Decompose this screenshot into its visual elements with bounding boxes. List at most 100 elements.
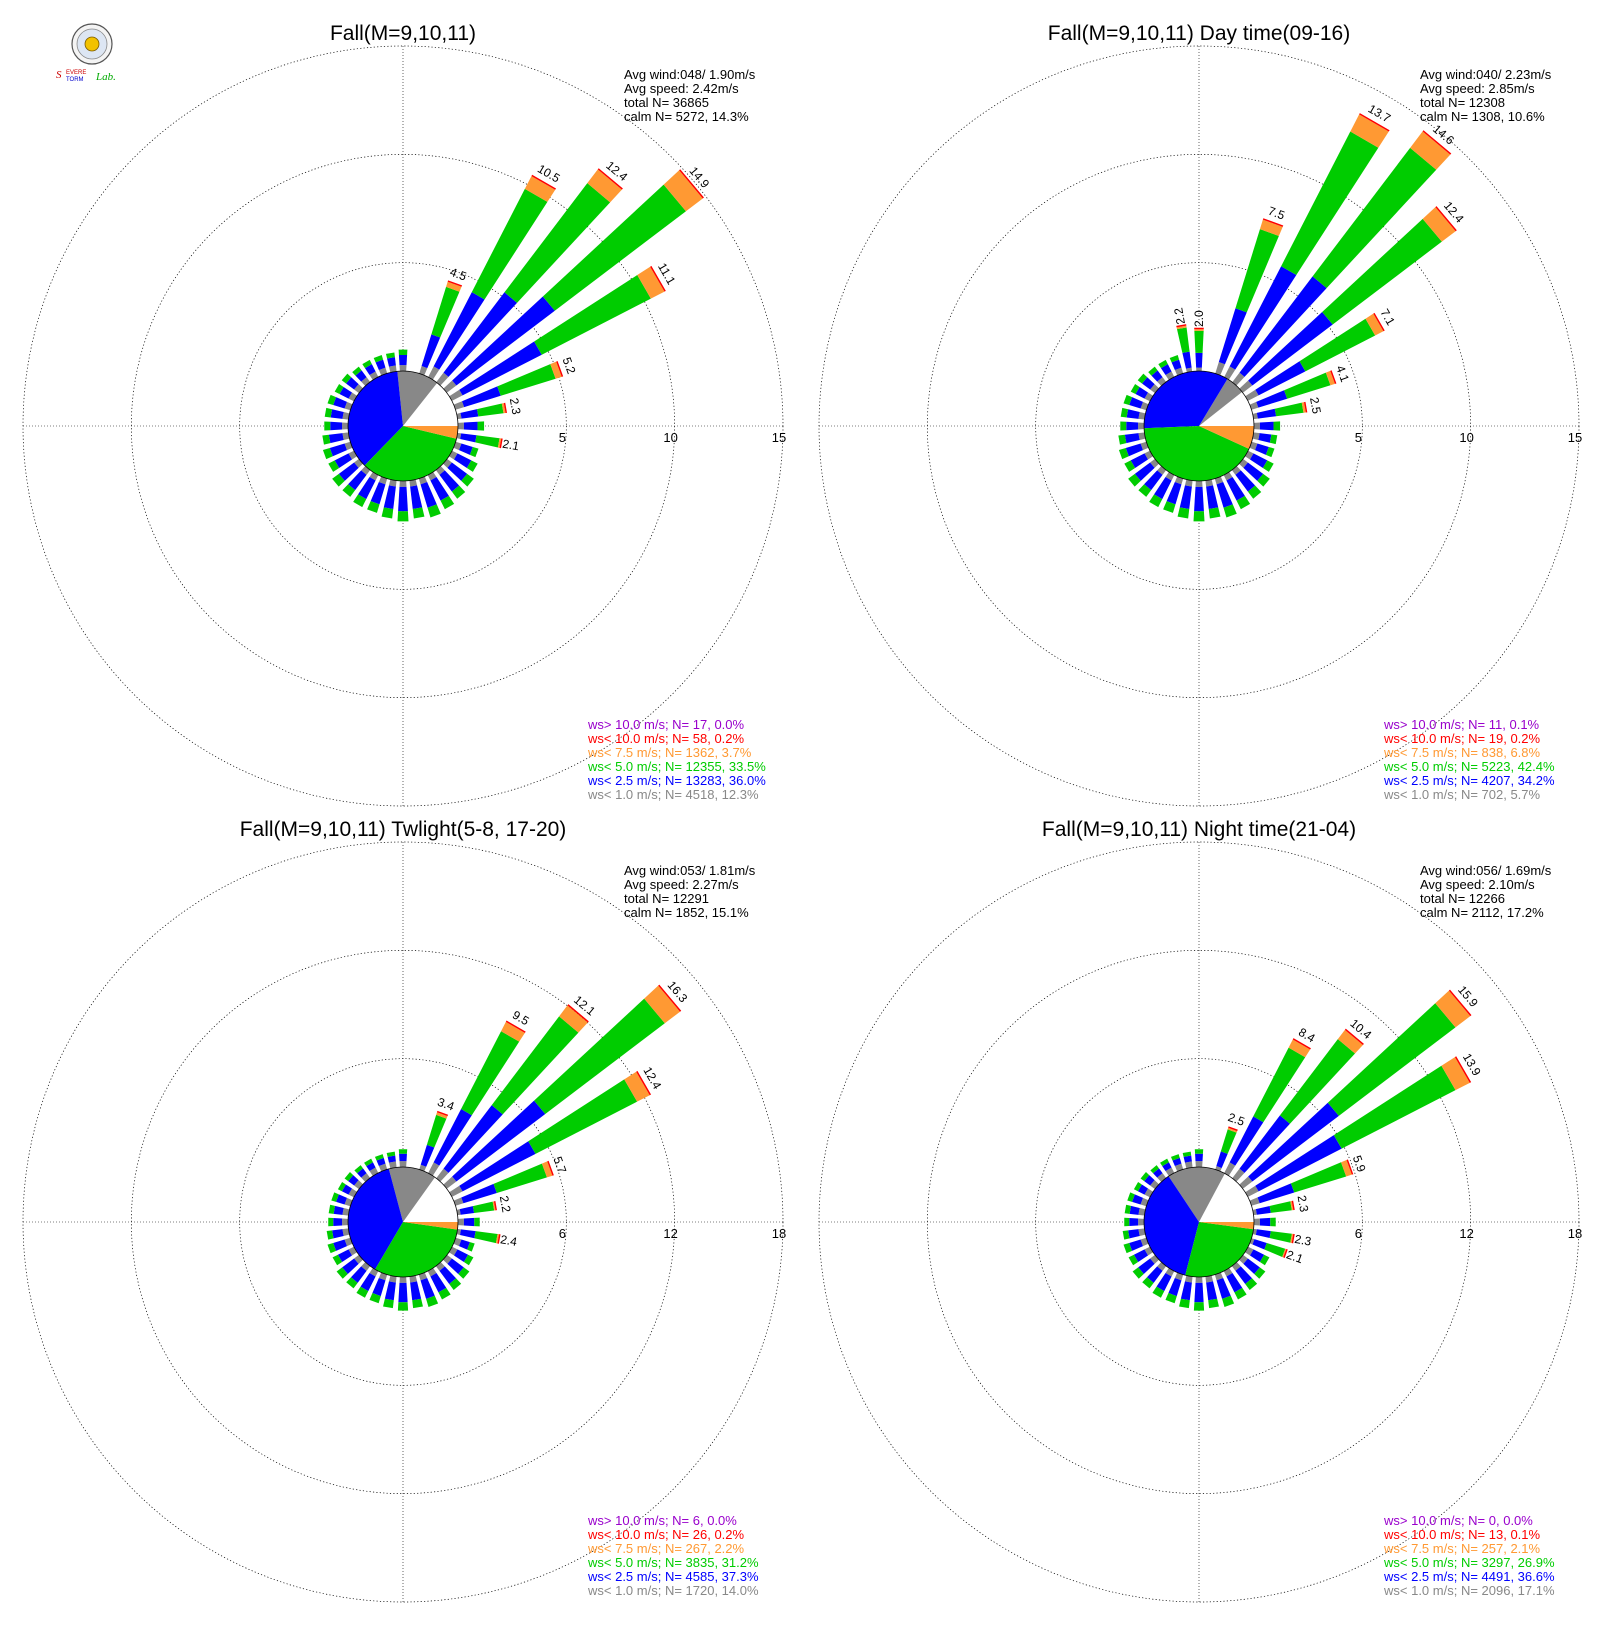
bar-segment-green (1179, 1298, 1190, 1309)
bar-segment-blue (1229, 1116, 1264, 1166)
bar-segment-green (474, 1217, 480, 1227)
bar-segment-red (497, 1234, 501, 1244)
bar-segment-blue (370, 482, 386, 505)
legend-entry-lt25: ws< 2.5 m/s; N= 4491, 36.6% (1383, 1569, 1555, 1584)
bar-segment-green (1148, 366, 1158, 376)
bar-segment-orange (1282, 1248, 1287, 1258)
bar-segment-gray (342, 1218, 349, 1226)
bar-segment-orange (1288, 1039, 1311, 1058)
legend-entry-lt10: ws< 10.0 m/s; N= 26, 0.2% (587, 1527, 745, 1542)
pie-slice-calm (1199, 1173, 1254, 1222)
bar-segment-orange (497, 438, 502, 448)
bar-segment-blue (334, 453, 353, 468)
pie-slice-calm (403, 1177, 458, 1222)
bar-label: 2.3 (1293, 1232, 1312, 1249)
bar-segment-blue (387, 1155, 396, 1163)
bar-segment-green (1122, 1230, 1130, 1240)
bar-segment-orange (1301, 402, 1306, 413)
pie-slice-lt25 (1144, 370, 1228, 429)
bar-segment-green (1128, 473, 1141, 487)
bar-segment-blue (1162, 1162, 1172, 1172)
bar-segment-blue (364, 364, 376, 376)
bar-segment-gray (1184, 479, 1193, 487)
bar-segment-green (528, 1079, 638, 1154)
bar-label: 2.5 (1226, 1110, 1247, 1129)
legend-entry-lt75: ws< 7.5 m/s; N= 257, 2.1% (1383, 1541, 1541, 1556)
bar-segment-red (447, 280, 463, 287)
bar-segment-orange (1350, 114, 1389, 148)
bar-segment-blue (453, 1249, 469, 1263)
bar-segment-green (353, 494, 367, 508)
bar-segment-gray (1138, 411, 1146, 420)
bar-segment-blue (1194, 486, 1204, 512)
bar-segment-green (1262, 460, 1274, 472)
bar-segment-blue (1166, 482, 1182, 505)
panel-title: Fall(M=9,10,11) Twlight(5-8, 17-20) (240, 818, 567, 841)
legend-entry-lt75: ws< 7.5 m/s; N= 267, 2.2% (587, 1541, 745, 1556)
bar-segment-blue (1255, 1135, 1342, 1192)
bar-segment-blue (1239, 276, 1327, 377)
bar-segment-gray (1224, 1162, 1236, 1176)
bar-segment-gray (342, 411, 350, 420)
bar-segment-green (1160, 1158, 1169, 1167)
ring-label: 15 (772, 430, 786, 445)
bar-segment-red (597, 168, 623, 190)
bar-segment-orange (1365, 313, 1384, 336)
bar-label: 7.5 (1266, 204, 1287, 223)
bar-segment-gray (453, 441, 462, 451)
bar-segment-green (1259, 1254, 1270, 1266)
bar-segment-blue (452, 1100, 546, 1182)
pie-slice-lt75 (403, 1222, 458, 1230)
bar-segment-red (493, 1201, 497, 1211)
bar-segment-green (346, 1277, 358, 1289)
bar-segment-green (1274, 402, 1304, 417)
bar-segment-red (1291, 1233, 1295, 1244)
bar-segment-gray (453, 401, 465, 410)
legend-entry-lt10ms: ws< 1.0 m/s; N= 4518, 12.3% (587, 787, 759, 802)
bar-segment-green (332, 473, 345, 487)
bar-segment-green (398, 1149, 408, 1154)
bar-segment-green (352, 366, 362, 376)
bar-segment-green (1220, 1129, 1237, 1154)
bar-segment-gray (1138, 432, 1146, 441)
info-avg-wind: Avg wind:053/ 1.81m/s (624, 863, 756, 878)
bar-segment-blue (462, 386, 501, 408)
bar-segment-red (1330, 370, 1337, 384)
ring-label: 6 (1355, 1226, 1362, 1241)
ring-label: 6 (559, 1226, 566, 1241)
bar-segment-green (1132, 1267, 1144, 1279)
bar-segment-green (334, 384, 344, 395)
bar-label: 2.0 (1192, 310, 1206, 327)
bar-segment-green (458, 1267, 470, 1279)
bar-segment-gray (453, 1197, 464, 1206)
bar-segment-blue (1126, 421, 1139, 431)
bar-segment-green (322, 434, 331, 445)
bar-segment-orange (1422, 207, 1456, 242)
bar-segment-green (1123, 394, 1133, 406)
bar-segment-blue (430, 476, 449, 501)
bar-segment-red (556, 361, 564, 377)
pie-slice-lt75 (403, 426, 458, 439)
bar-segment-green (1235, 229, 1279, 313)
bar-segment-gray (1140, 1237, 1149, 1247)
bar-segment-green (1279, 1039, 1356, 1124)
bar-segment-blue (439, 470, 460, 492)
bar-segment-green (474, 1231, 498, 1244)
bar-segment-green (438, 1287, 451, 1300)
bar-segment-blue (333, 1239, 347, 1251)
bar-segment-gray (388, 479, 397, 487)
legend-entry-lt50: ws< 5.0 m/s; N= 3297, 26.9% (1383, 1555, 1555, 1570)
ring-label: 5 (1355, 430, 1362, 445)
bar-segment-blue (333, 1217, 343, 1227)
bar-segment-gray (1215, 361, 1225, 376)
bar-segment-blue (459, 443, 473, 455)
bar-segment-red (1194, 327, 1204, 330)
bar-segment-blue (328, 433, 344, 444)
bar-segment-red (1262, 218, 1284, 227)
bar-segment-green (426, 1114, 447, 1148)
legend-entry-lt10ms: ws< 1.0 m/s; N= 702, 5.7% (1383, 787, 1541, 802)
info-calm: calm N= 1852, 15.1% (624, 905, 749, 920)
bar-segment-blue (1259, 1217, 1271, 1227)
bar-segment-green (493, 1163, 547, 1193)
bar-segment-blue (1255, 1205, 1271, 1215)
